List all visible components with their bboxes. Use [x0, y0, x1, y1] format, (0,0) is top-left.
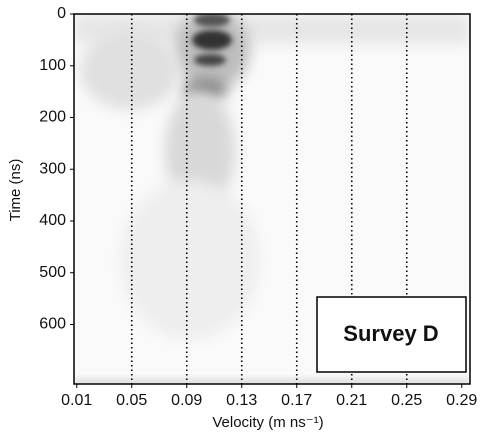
- x-tick-label: 0.01: [61, 392, 92, 409]
- annotation-box: [316, 296, 467, 373]
- plot-area: [130, 14, 408, 384]
- y-axis-label: Time (ns): [7, 159, 24, 222]
- x-tick-label: 0.17: [281, 392, 312, 409]
- y-tick-label: 400: [39, 212, 66, 229]
- y-tick-label: 500: [39, 264, 66, 281]
- x-tick-label: 0.09: [171, 392, 202, 409]
- x-tick-label: 0.21: [336, 392, 367, 409]
- y-tick-label: 200: [39, 109, 66, 126]
- x-tick-label: 0.13: [226, 392, 257, 409]
- heatmap-image: [74, 14, 470, 384]
- x-axis-label: Velocity (m ns⁻¹): [212, 414, 323, 431]
- x-tick-label: 0.05: [116, 392, 147, 409]
- y-tick-label: 0: [57, 5, 66, 22]
- y-tick-label: 600: [39, 316, 66, 333]
- annotation: Survey D: [343, 321, 438, 346]
- x-tick-label: 0.29: [446, 392, 477, 409]
- y-tick-label: 100: [39, 57, 66, 74]
- y-tick-label: 300: [39, 160, 66, 177]
- x-tick-label: 0.25: [391, 392, 422, 409]
- plot-frame: [73, 13, 471, 385]
